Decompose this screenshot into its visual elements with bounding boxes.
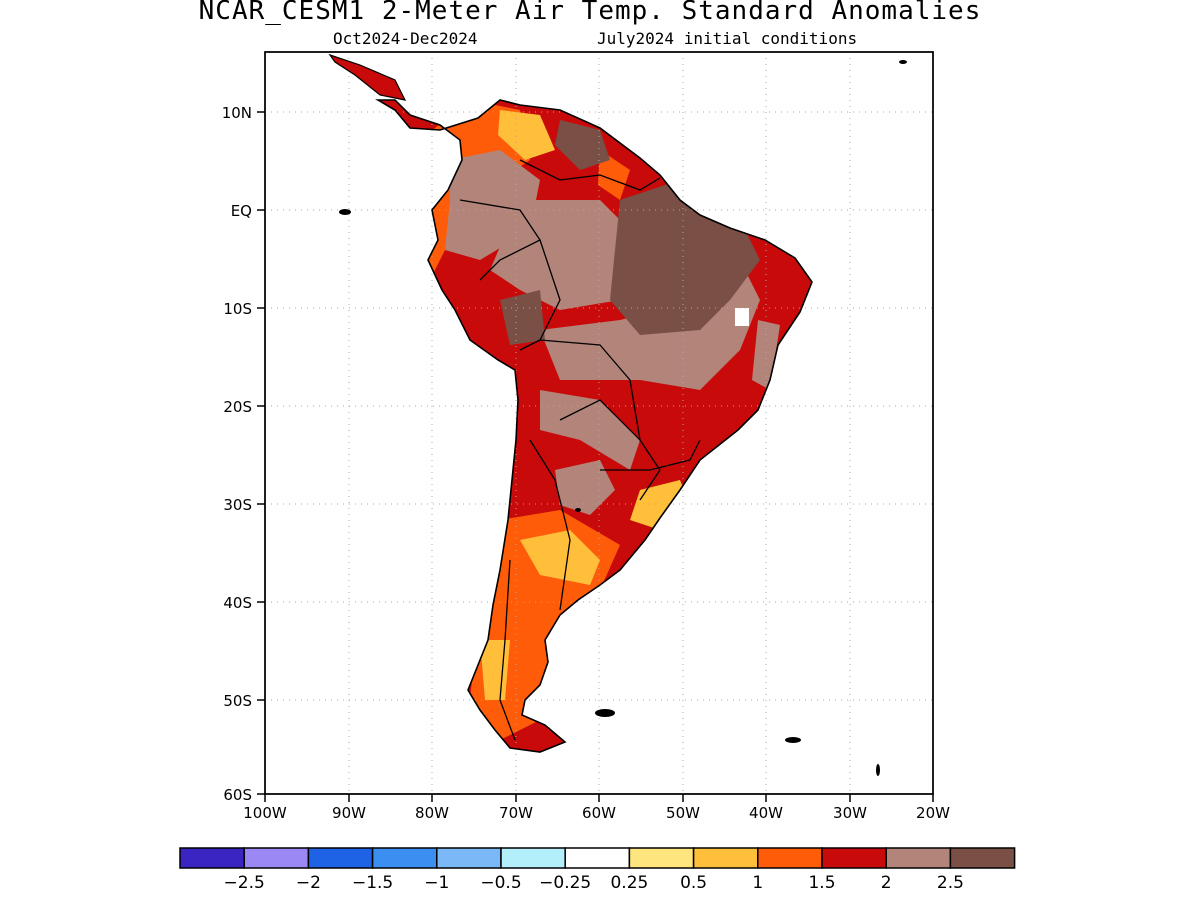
- lon-labels: 100W 90W 80W 70W 60W 50W 40W 30W 20W: [243, 804, 950, 822]
- initial-conditions: July2024 initial conditions: [597, 29, 858, 48]
- lon-label: 20W: [916, 804, 950, 822]
- lat-label: 30S: [223, 496, 252, 514]
- grid-lines: [265, 52, 933, 794]
- colorbar-label: −2: [296, 873, 321, 893]
- colorbar-label: −2.5: [224, 873, 265, 893]
- lon-label: 60W: [582, 804, 616, 822]
- colorbar-swatch: [821, 847, 887, 869]
- lat-label: 10N: [222, 104, 252, 122]
- colorbar-label: −1.5: [352, 873, 393, 893]
- country-borders: [459, 159, 701, 741]
- lon-label: 90W: [332, 804, 366, 822]
- lat-labels: 10N EQ 10S 20S 30S 40S 50S 60S: [222, 104, 252, 804]
- islands: [339, 60, 907, 776]
- colorbar-label: −0.5: [480, 873, 521, 893]
- lat-label: 40S: [223, 594, 252, 612]
- lon-label: 80W: [415, 804, 449, 822]
- forecast-period: Oct2024-Dec2024: [333, 29, 478, 48]
- colorbar-swatch: [885, 847, 952, 869]
- coastline: [375, 99, 813, 753]
- axis-ticks: [257, 111, 934, 802]
- colorbar-swatch: [371, 847, 438, 869]
- colorbar: −2.5 −2 −1.5 −1 −0.5 −0.25 0.25 0.5 1 1.5 2 2.5: [179, 847, 1016, 893]
- colorbar-swatch: [500, 847, 566, 869]
- central-america: [328, 53, 407, 101]
- lon-label: 30W: [833, 804, 867, 822]
- colorbar-swatch: [757, 847, 823, 869]
- colorbar-label: −0.25: [539, 873, 591, 893]
- colorbar-label: 0.5: [680, 873, 707, 893]
- lat-label: 10S: [223, 300, 252, 318]
- colorbar-label: 0.25: [610, 873, 648, 893]
- colorbar-label: 1.5: [808, 873, 835, 893]
- lat-label: EQ: [231, 202, 252, 220]
- lon-label: 40W: [749, 804, 783, 822]
- colorbar-swatch: [179, 847, 245, 869]
- lat-label: 50S: [223, 692, 252, 710]
- lat-label: 60S: [223, 786, 252, 804]
- colorbar-label: 2: [881, 873, 892, 893]
- colorbar-label: 2.5: [937, 873, 964, 893]
- lon-label: 100W: [243, 804, 287, 822]
- chart-title: NCAR_CESM1 2-Meter Air Temp. Standard An…: [198, 0, 982, 26]
- lon-label: 70W: [499, 804, 533, 822]
- colorbar-swatch: [307, 847, 374, 869]
- colorbar-label: −1: [424, 873, 449, 893]
- colorbar-swatch: [628, 847, 695, 869]
- colorbar-swatch: [692, 847, 759, 869]
- colorbar-swatch: [243, 847, 310, 869]
- colorbar-label: 1: [752, 873, 763, 893]
- lon-label: 50W: [666, 804, 700, 822]
- colorbar-swatch: [949, 847, 1016, 869]
- colorbar-swatch: [436, 847, 502, 869]
- lat-label: 20S: [223, 398, 252, 416]
- colorbar-swatch: [564, 847, 631, 869]
